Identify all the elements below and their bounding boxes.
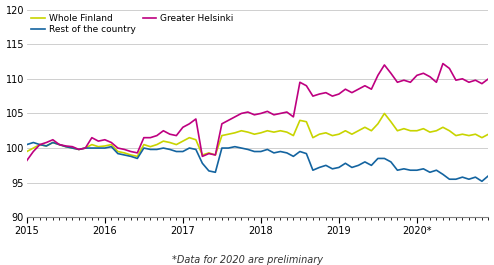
Rest of the country bbox=[134, 157, 140, 160]
Whole Finland bbox=[284, 131, 290, 134]
Greater Helsinki bbox=[258, 112, 264, 115]
Greater Helsinki bbox=[479, 82, 485, 85]
Text: *Data for 2020 are preliminary: *Data for 2020 are preliminary bbox=[171, 255, 323, 265]
Rest of the country bbox=[486, 174, 492, 177]
Rest of the country bbox=[284, 151, 290, 154]
Whole Finland bbox=[24, 150, 30, 153]
Rest of the country bbox=[24, 143, 30, 146]
Greater Helsinki bbox=[180, 126, 186, 129]
Whole Finland bbox=[492, 132, 494, 136]
Whole Finland bbox=[128, 153, 134, 157]
Rest of the country bbox=[264, 148, 270, 151]
Whole Finland bbox=[381, 112, 387, 115]
Rest of the country bbox=[30, 141, 36, 144]
Whole Finland bbox=[134, 155, 140, 158]
Line: Whole Finland: Whole Finland bbox=[27, 113, 494, 156]
Line: Greater Helsinki: Greater Helsinki bbox=[27, 43, 494, 161]
Whole Finland bbox=[186, 136, 192, 139]
Whole Finland bbox=[401, 127, 407, 130]
Rest of the country bbox=[186, 147, 192, 150]
Greater Helsinki bbox=[128, 150, 134, 153]
Rest of the country bbox=[394, 169, 400, 172]
Greater Helsinki bbox=[24, 159, 30, 162]
Greater Helsinki bbox=[278, 112, 284, 115]
Whole Finland bbox=[264, 129, 270, 132]
Greater Helsinki bbox=[388, 72, 394, 75]
Line: Rest of the country: Rest of the country bbox=[27, 143, 494, 189]
Legend: Whole Finland, Rest of the country, Greater Helsinki: Whole Finland, Rest of the country, Grea… bbox=[30, 12, 235, 36]
